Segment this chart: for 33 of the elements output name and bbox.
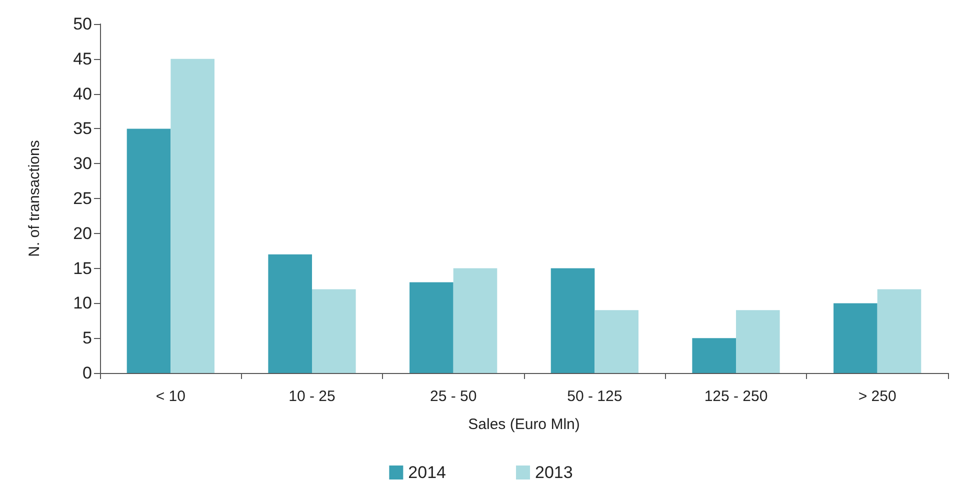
y-tick-label: 50 — [73, 14, 92, 34]
bar — [594, 310, 638, 373]
y-axis-title: N. of transactions — [26, 140, 43, 257]
x-tick-label: 50 - 125 — [567, 388, 622, 405]
bar — [170, 58, 214, 373]
bar — [268, 254, 312, 373]
y-tick-label: 15 — [73, 258, 92, 278]
y-tick-label: 0 — [82, 364, 92, 382]
x-tick-label: > 250 — [858, 388, 896, 405]
y-tick-label: 10 — [73, 294, 92, 313]
bar — [410, 282, 454, 373]
bar — [550, 268, 595, 373]
y-tick-label: 40 — [73, 84, 92, 104]
x-tick-label: < 10 — [156, 388, 186, 405]
bar — [877, 289, 922, 373]
bar — [453, 268, 498, 373]
y-tick-label: 20 — [73, 224, 92, 243]
bar — [312, 289, 356, 373]
y-tick-label: 30 — [73, 154, 92, 174]
y-tick-label: 25 — [73, 189, 92, 208]
y-tick-label: 45 — [73, 49, 92, 68]
bar — [736, 310, 780, 373]
legend-label: 2013 — [535, 463, 573, 482]
y-tick-label: 5 — [82, 328, 92, 348]
y-tick-label: 35 — [73, 119, 92, 138]
bar — [126, 128, 171, 373]
bar — [834, 303, 878, 373]
x-tick-label: 25 - 50 — [430, 388, 477, 405]
x-axis-title: Sales (Euro Mln) — [468, 416, 580, 433]
x-tick-label: 10 - 25 — [288, 388, 336, 405]
bar — [692, 338, 736, 373]
legend-label: 2014 — [408, 463, 446, 482]
x-tick-label: 125 - 250 — [704, 388, 768, 405]
